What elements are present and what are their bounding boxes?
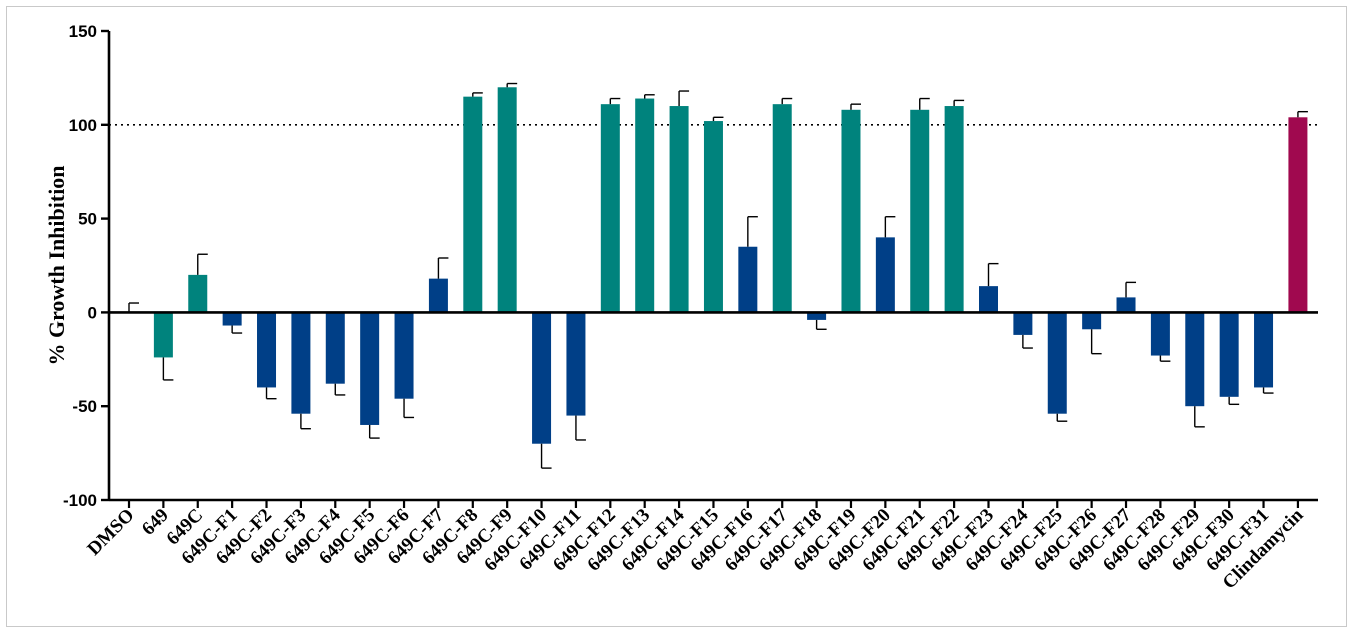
y-ticks-layer: -100 -50 0 50 100 150 [63,22,109,510]
bar-649C-F4 [325,312,345,384]
y-tick-label--100: -100 [63,491,97,510]
bar-649C-F31 [1254,312,1274,388]
y-tick-label--50: -50 [72,397,97,416]
bar-649C-F19 [841,109,861,313]
y-tick-label-0: 0 [88,303,97,322]
x-category-label-DMSO: DMSO [83,505,138,560]
bar-649C-F14 [669,106,689,313]
bar-649C-F3 [291,312,311,414]
bar-649C-F24 [1013,312,1033,335]
bar-649C-F11 [566,312,586,416]
bar-649C-F22 [944,106,964,313]
y-tick-label-50: 50 [78,210,97,229]
bar-Clindamycin [1288,117,1308,313]
bar-649C-F20 [875,237,895,313]
bar-649C-F12 [600,104,620,313]
bar-649C-F15 [703,121,723,313]
bar-649C-F27 [1116,297,1136,313]
bar-649C-F2 [257,312,277,388]
bar-649C-F23 [979,286,998,313]
chart-frame [6,6,1347,627]
bar-649C-F17 [772,104,792,313]
bar-649C-F21 [910,109,930,313]
bar-649 [153,312,173,358]
bars-layer [119,82,1308,469]
bar-649C-F18 [807,312,827,320]
bar-649C [188,274,208,313]
bar-649C-F9 [497,87,517,313]
bar-649C-F7 [428,278,448,313]
bar-649C-F10 [532,312,552,444]
bar-649C-F13 [635,98,655,313]
bar-649C-F25 [1047,312,1067,414]
y-tick-label-150: 150 [69,22,97,41]
y-tick-label-100: 100 [69,116,97,135]
bar-649C-F30 [1219,312,1239,397]
bar-649C-F16 [738,246,758,313]
bar-649C-F1 [222,312,242,326]
bar-649C-F29 [1185,312,1205,407]
x-categories-layer: DMSO 649649C649C-F1649C-F2649C-F3649C-F46… [83,500,1308,593]
bar-649C-F28 [1150,312,1170,356]
y-axis-title: % Growth Inhibition [44,165,69,365]
bar-649C-F6 [394,312,414,399]
bar-649C-F5 [360,312,380,425]
bar-649C-F26 [1082,312,1102,330]
bar-649C-F8 [463,96,483,313]
